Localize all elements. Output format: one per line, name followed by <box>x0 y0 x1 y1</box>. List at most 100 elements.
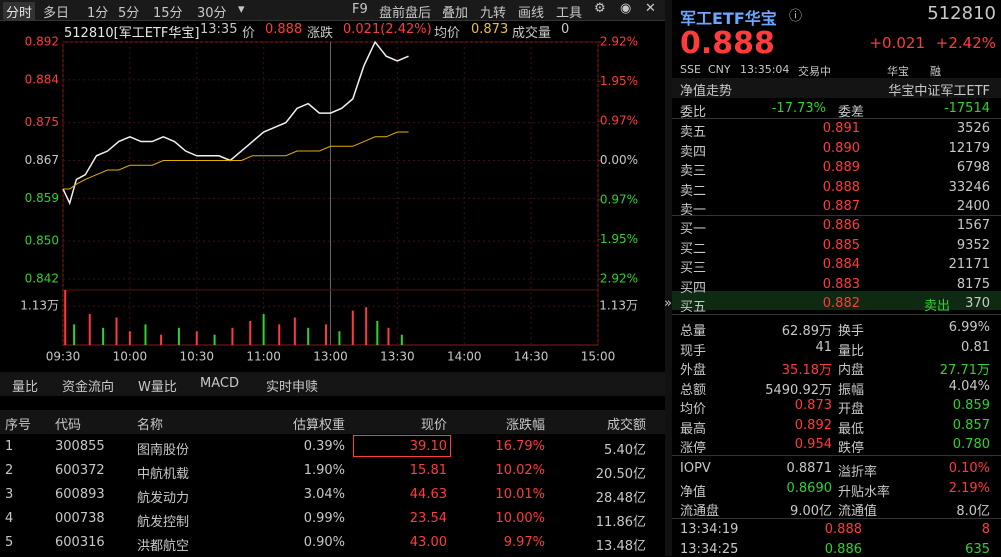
bid-volume: 1567 <box>956 218 990 233</box>
ask-level: 卖二 <box>680 183 707 199</box>
stat-label: 现手 <box>680 343 707 359</box>
table-cell: 0.99% <box>303 511 345 526</box>
tool-button[interactable]: 叠加 <box>442 6 469 21</box>
stat-label: 量比 <box>838 343 865 359</box>
timeframe-tab[interactable]: 5分 <box>118 6 140 21</box>
timeframe-tab[interactable]: 1分 <box>87 6 109 21</box>
ask-level: 卖三 <box>680 164 707 179</box>
stat-label: 振幅 <box>838 382 865 398</box>
table-header: 估算权重 <box>292 418 345 433</box>
stat-value: 62.89万 <box>781 324 832 339</box>
volume-bar <box>278 324 281 345</box>
sep <box>672 215 1001 216</box>
analysis-tab[interactable]: 量比 <box>12 380 39 395</box>
timeframe-tab[interactable]: 30分 <box>197 6 227 21</box>
ask-volume: 3526 <box>956 121 990 136</box>
table-cell: 9.97% <box>503 535 545 550</box>
stat-label: 均价 <box>680 402 707 417</box>
chart-info: 涨跌 <box>307 26 334 41</box>
table-cell: 航发动力 <box>137 491 190 506</box>
sep <box>672 518 1001 519</box>
chart-info: 价 <box>242 26 256 41</box>
table-cell: 000738 <box>55 511 105 526</box>
stat-value: 0.873 <box>794 398 832 413</box>
stat-label: 溢折率 <box>838 465 878 480</box>
quote-meta: 13:35:04 <box>740 63 790 76</box>
y2-tick-label: 0.97% <box>600 114 638 128</box>
x-tick-label: 10:30 <box>179 350 214 364</box>
stat-label: 净值 <box>680 484 707 500</box>
volume-tick-label: 1.13万 <box>20 299 59 313</box>
table-cell: 15.81 <box>409 463 447 478</box>
tool-button[interactable]: 盘前盘后 <box>379 6 432 21</box>
y-tick-label: 0.884 <box>25 72 59 86</box>
timeframe-tab[interactable]: 分时 <box>3 2 36 21</box>
x-tick-label: 14:30 <box>514 350 549 364</box>
chart-border <box>0 20 665 21</box>
price-line <box>63 131 409 190</box>
ask-level: 卖四 <box>680 144 707 160</box>
bid-tag: 卖出 <box>924 299 951 314</box>
stat-value: 0.859 <box>952 398 990 413</box>
trade-time: 13:34:19 <box>680 522 739 537</box>
stat-value: 27.71万 <box>939 363 990 378</box>
y2-tick-label: 0.97% <box>600 192 638 206</box>
table-cell: 10.02% <box>495 463 545 478</box>
chart-info: 均价 <box>434 26 461 41</box>
timeframe-tab[interactable]: 多日 <box>43 6 70 21</box>
analysis-tab[interactable]: MACD <box>200 376 239 391</box>
tool-button[interactable]: F9 <box>352 2 368 17</box>
expand-icon: » <box>664 296 672 311</box>
tool-button[interactable]: 工具 <box>556 6 583 21</box>
bid-price: 0.882 <box>822 296 860 311</box>
table-cell: 10.00% <box>495 511 545 526</box>
ask-price: 0.890 <box>822 140 860 156</box>
bid-level: 买五 <box>680 300 707 315</box>
table-cell: 5.40亿 <box>604 443 646 458</box>
table-cell: 20.50亿 <box>595 467 646 482</box>
table-header: 序号 <box>5 418 32 433</box>
timeframe-tab[interactable]: 15分 <box>153 6 183 21</box>
stat-value: 9.00亿 <box>790 504 832 519</box>
analysis-tab[interactable]: 资金流向 <box>62 380 115 395</box>
last-price: 0.888 <box>680 26 775 61</box>
ask-volume: 6798 <box>956 160 990 175</box>
table-header: 涨跌幅 <box>505 418 545 433</box>
dropdown-icon: ▾ <box>238 2 245 17</box>
chart-info: 13:35 <box>200 22 238 37</box>
trade-volume: 8 <box>981 522 990 537</box>
table-header: 成交额 <box>606 418 646 433</box>
table-cell: 3.04% <box>303 487 345 502</box>
info-icon: ⓘ <box>789 9 803 24</box>
y2-tick-label: 1.95% <box>600 232 638 246</box>
analysis-tab[interactable]: 实时申赎 <box>266 380 319 395</box>
bid-highlight <box>672 291 1001 310</box>
volume-bar <box>293 317 296 345</box>
ask-price: 0.889 <box>822 160 860 175</box>
y-tick-label: 0.892 <box>25 35 59 49</box>
stat-label: 总量 <box>680 324 707 339</box>
stat-value: 0.8871 <box>786 461 833 476</box>
stat-value: 35.18万 <box>781 363 832 378</box>
table-cell: 600316 <box>55 535 105 550</box>
stat-value: 5490.92万 <box>765 382 832 398</box>
analysis-tab[interactable]: W量比 <box>138 380 177 395</box>
bid-level: 买四 <box>680 280 707 296</box>
pin-icon: ◉ <box>620 1 632 16</box>
commission-ratio: -17.73% <box>771 101 826 116</box>
tool-button[interactable]: 九转 <box>480 6 507 21</box>
commission-label: 委比 <box>680 105 707 120</box>
nav-label[interactable]: 净值走势 <box>680 84 733 99</box>
x-tick-label: 09:30 <box>46 350 81 364</box>
y-tick-label: 0.842 <box>25 272 59 286</box>
y2-tick-label: 2.92% <box>600 35 638 49</box>
tool-button[interactable]: 画线 <box>518 6 545 21</box>
commission-diff: -17514 <box>943 101 990 116</box>
volume-bar <box>88 314 91 345</box>
security-code: 512810 <box>927 3 996 24</box>
bid-price: 0.885 <box>822 237 860 253</box>
volume-bar <box>213 334 216 345</box>
ask-volume: 33246 <box>948 179 990 195</box>
table-cell: 28.48亿 <box>595 491 646 506</box>
